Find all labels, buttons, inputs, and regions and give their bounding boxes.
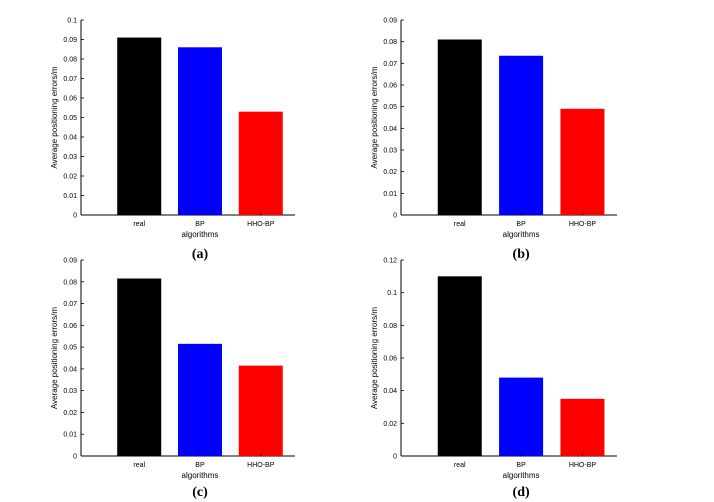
y-tick-label: 0.06 (383, 83, 397, 90)
x-tick-label: real (133, 221, 145, 228)
bar-bp (499, 377, 544, 456)
y-tick-label: 0.09 (383, 18, 397, 25)
chart-panel-3: 0 0.02 0.04 0.06 0.08 0.1 0.12 real BP HHO-BP algo… (370, 258, 617, 500)
x-tick-label: HHO-BP (247, 221, 275, 228)
y-tick-label: 0.04 (63, 366, 77, 373)
x-tick-label: real (454, 462, 466, 469)
x-tick-label: HHO-BP (569, 462, 597, 469)
bar-bp (499, 55, 544, 215)
y-tick-label: 0.08 (383, 39, 397, 46)
bar-hho-bp (560, 398, 605, 456)
panel-caption: (c) (192, 485, 208, 500)
bar-hho-bp (560, 108, 605, 215)
y-tick-label: 0.05 (383, 104, 397, 111)
y-tick-label: 0.02 (383, 169, 397, 176)
x-tick-label: real (454, 221, 466, 228)
bar-hho-bp (238, 365, 283, 456)
bar-real (117, 278, 162, 456)
x-axis-label: algorithms (503, 471, 540, 480)
y-tick-label: 0.09 (63, 258, 77, 265)
y-tick-label: 0.06 (63, 323, 77, 330)
y-tick-label: 0.08 (63, 279, 77, 286)
y-tick-label: 0.04 (63, 135, 77, 142)
y-tick-label: 0.07 (383, 61, 397, 68)
y-tick-label: 0.02 (63, 174, 77, 181)
y-tick-label: 0.03 (383, 148, 397, 155)
y-tick-label: 0.08 (383, 323, 397, 330)
y-tick-label: 0.1 (67, 18, 77, 25)
x-axis-label: algorithms (182, 230, 219, 239)
y-tick-label: 0.02 (63, 410, 77, 417)
chart-panel-1: 0 0.01 0.02 0.03 0.04 0.05 0.06 0.07 0.08 0.09 rea… (370, 18, 617, 262)
y-tick-label: 0 (393, 454, 397, 461)
y-axis-label: Average positioning errors/m (370, 307, 379, 409)
y-tick-label: 0.07 (63, 76, 77, 83)
chart-panel-0: 0 0.01 0.02 0.03 0.04 0.05 0.06 0.07 0.08 0.09 0.1… (50, 18, 295, 262)
x-tick-label: HHO-BP (569, 221, 597, 228)
y-tick-label: 0.03 (63, 154, 77, 161)
y-tick-label: 0.08 (63, 57, 77, 64)
x-tick-label: real (133, 462, 145, 469)
y-tick-label: 0.05 (63, 115, 77, 122)
y-tick-label: 0.07 (63, 301, 77, 308)
x-axis-label: algorithms (182, 471, 219, 480)
y-axis-label: Average positioning errors/m (50, 66, 59, 168)
y-tick-label: 0.04 (383, 388, 397, 395)
y-tick-label: 0.05 (63, 345, 77, 352)
y-tick-label: 0.01 (63, 193, 77, 200)
bar-bp (177, 343, 222, 456)
x-tick-label: HHO-BP (247, 462, 275, 469)
y-tick-label: 0 (73, 454, 77, 461)
x-tick-label: BP (516, 221, 526, 228)
chart-panel-2: 0 0.01 0.02 0.03 0.04 0.05 0.06 0.07 0.08 0.09 rea… (50, 258, 295, 500)
x-tick-label: BP (195, 462, 205, 469)
bar-real (437, 39, 482, 215)
panel-caption: (a) (192, 247, 209, 262)
bar-bp (177, 47, 222, 215)
panel-caption: (d) (513, 485, 530, 500)
y-tick-label: 0.1 (387, 290, 397, 297)
y-tick-label: 0.01 (63, 432, 77, 439)
y-tick-label: 0.12 (383, 258, 397, 265)
x-axis-label: algorithms (503, 230, 540, 239)
panel-caption: (b) (513, 247, 530, 262)
x-tick-label: BP (516, 462, 526, 469)
y-tick-label: 0.06 (63, 96, 77, 103)
y-tick-label: 0.02 (383, 421, 397, 428)
bar-real (437, 276, 482, 456)
bar-real (117, 37, 162, 215)
y-tick-label: 0.06 (383, 356, 397, 363)
y-tick-label: 0.04 (383, 126, 397, 133)
x-tick-label: BP (195, 221, 205, 228)
y-tick-label: 0.01 (383, 191, 397, 198)
y-axis-label: Average positioning errors/m (370, 66, 379, 168)
y-axis-label: Average positioning errors/m (50, 307, 59, 409)
y-tick-label: 0.09 (63, 37, 77, 44)
y-tick-label: 0.03 (63, 388, 77, 395)
bar-hho-bp (238, 111, 283, 215)
y-tick-label: 0 (393, 213, 397, 220)
y-tick-label: 0 (73, 213, 77, 220)
